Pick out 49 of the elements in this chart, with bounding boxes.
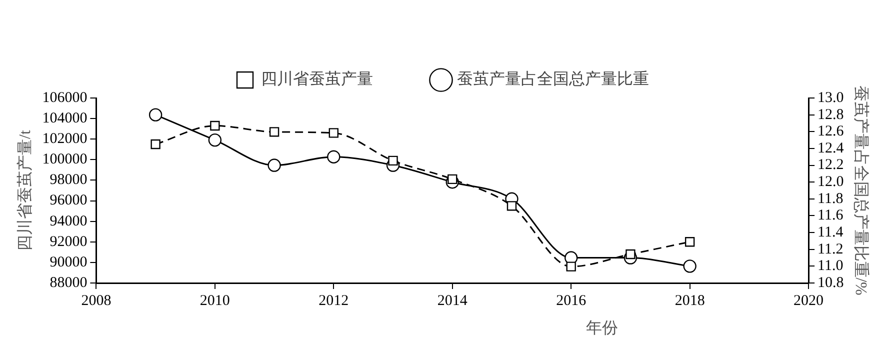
point	[269, 127, 280, 137]
y2-tick-label: 12.6	[818, 124, 844, 140]
y-tick-label: 92000	[50, 234, 88, 250]
y2-tick-label: 12.8	[818, 106, 844, 123]
y-tick-label: 100000	[42, 152, 88, 168]
legend-label: 四川省蚕茧产量	[261, 70, 373, 88]
y2-tick-label: 11.2	[818, 241, 844, 258]
y-tick-label: 104000	[42, 110, 88, 126]
x-tick-label: 2020	[794, 292, 824, 309]
point	[684, 237, 695, 247]
y2-tick-label: 12.4	[818, 140, 844, 156]
y-tick-label: 98000	[50, 172, 88, 188]
y2-tick-label: 11.6	[818, 208, 844, 224]
x-tick-label: 2018	[674, 292, 705, 309]
y-tick-label: 102000	[42, 131, 88, 148]
x-axis-title: 年份	[586, 320, 618, 338]
x-tick-label: 2016	[556, 292, 587, 309]
y2-tick-label: 13.0	[818, 90, 844, 106]
y-tick-label: 94000	[50, 213, 88, 230]
legend-label: 蚕茧产量占全国总产量比重	[457, 70, 649, 88]
y-axis-title: 四川省蚕茧产量/t	[16, 130, 34, 251]
point	[328, 128, 338, 138]
point	[388, 156, 398, 166]
y2-tick-label: 12.0	[818, 174, 844, 190]
x-tick-label: 2014	[437, 292, 468, 309]
point	[210, 120, 220, 131]
point	[566, 262, 576, 272]
x-tick-label: 2008	[81, 292, 112, 309]
point	[626, 249, 636, 260]
x-tick-label: 2010	[200, 292, 230, 309]
y-tick-label: 90000	[50, 254, 88, 270]
y2-tick-label: 11.4	[818, 224, 844, 240]
y2-axis-title: 蚕茧产量占全国总产量比重/%	[852, 86, 870, 296]
point	[208, 133, 222, 147]
point	[150, 139, 160, 150]
point	[148, 108, 162, 122]
point	[268, 158, 281, 172]
point	[683, 260, 696, 273]
y-tick-label: 88000	[50, 274, 88, 291]
y2-tick-label: 11.8	[818, 190, 844, 207]
y-tick-label: 96000	[50, 192, 88, 209]
y2-tick-label: 11.0	[818, 258, 844, 274]
point	[448, 174, 458, 184]
point	[506, 201, 517, 211]
point	[327, 150, 340, 164]
y2-tick-label: 12.2	[818, 157, 844, 174]
x-tick-label: 2012	[318, 292, 349, 309]
y2-tick-label: 10.8	[818, 274, 844, 291]
y-tick-label: 106000	[42, 90, 88, 106]
